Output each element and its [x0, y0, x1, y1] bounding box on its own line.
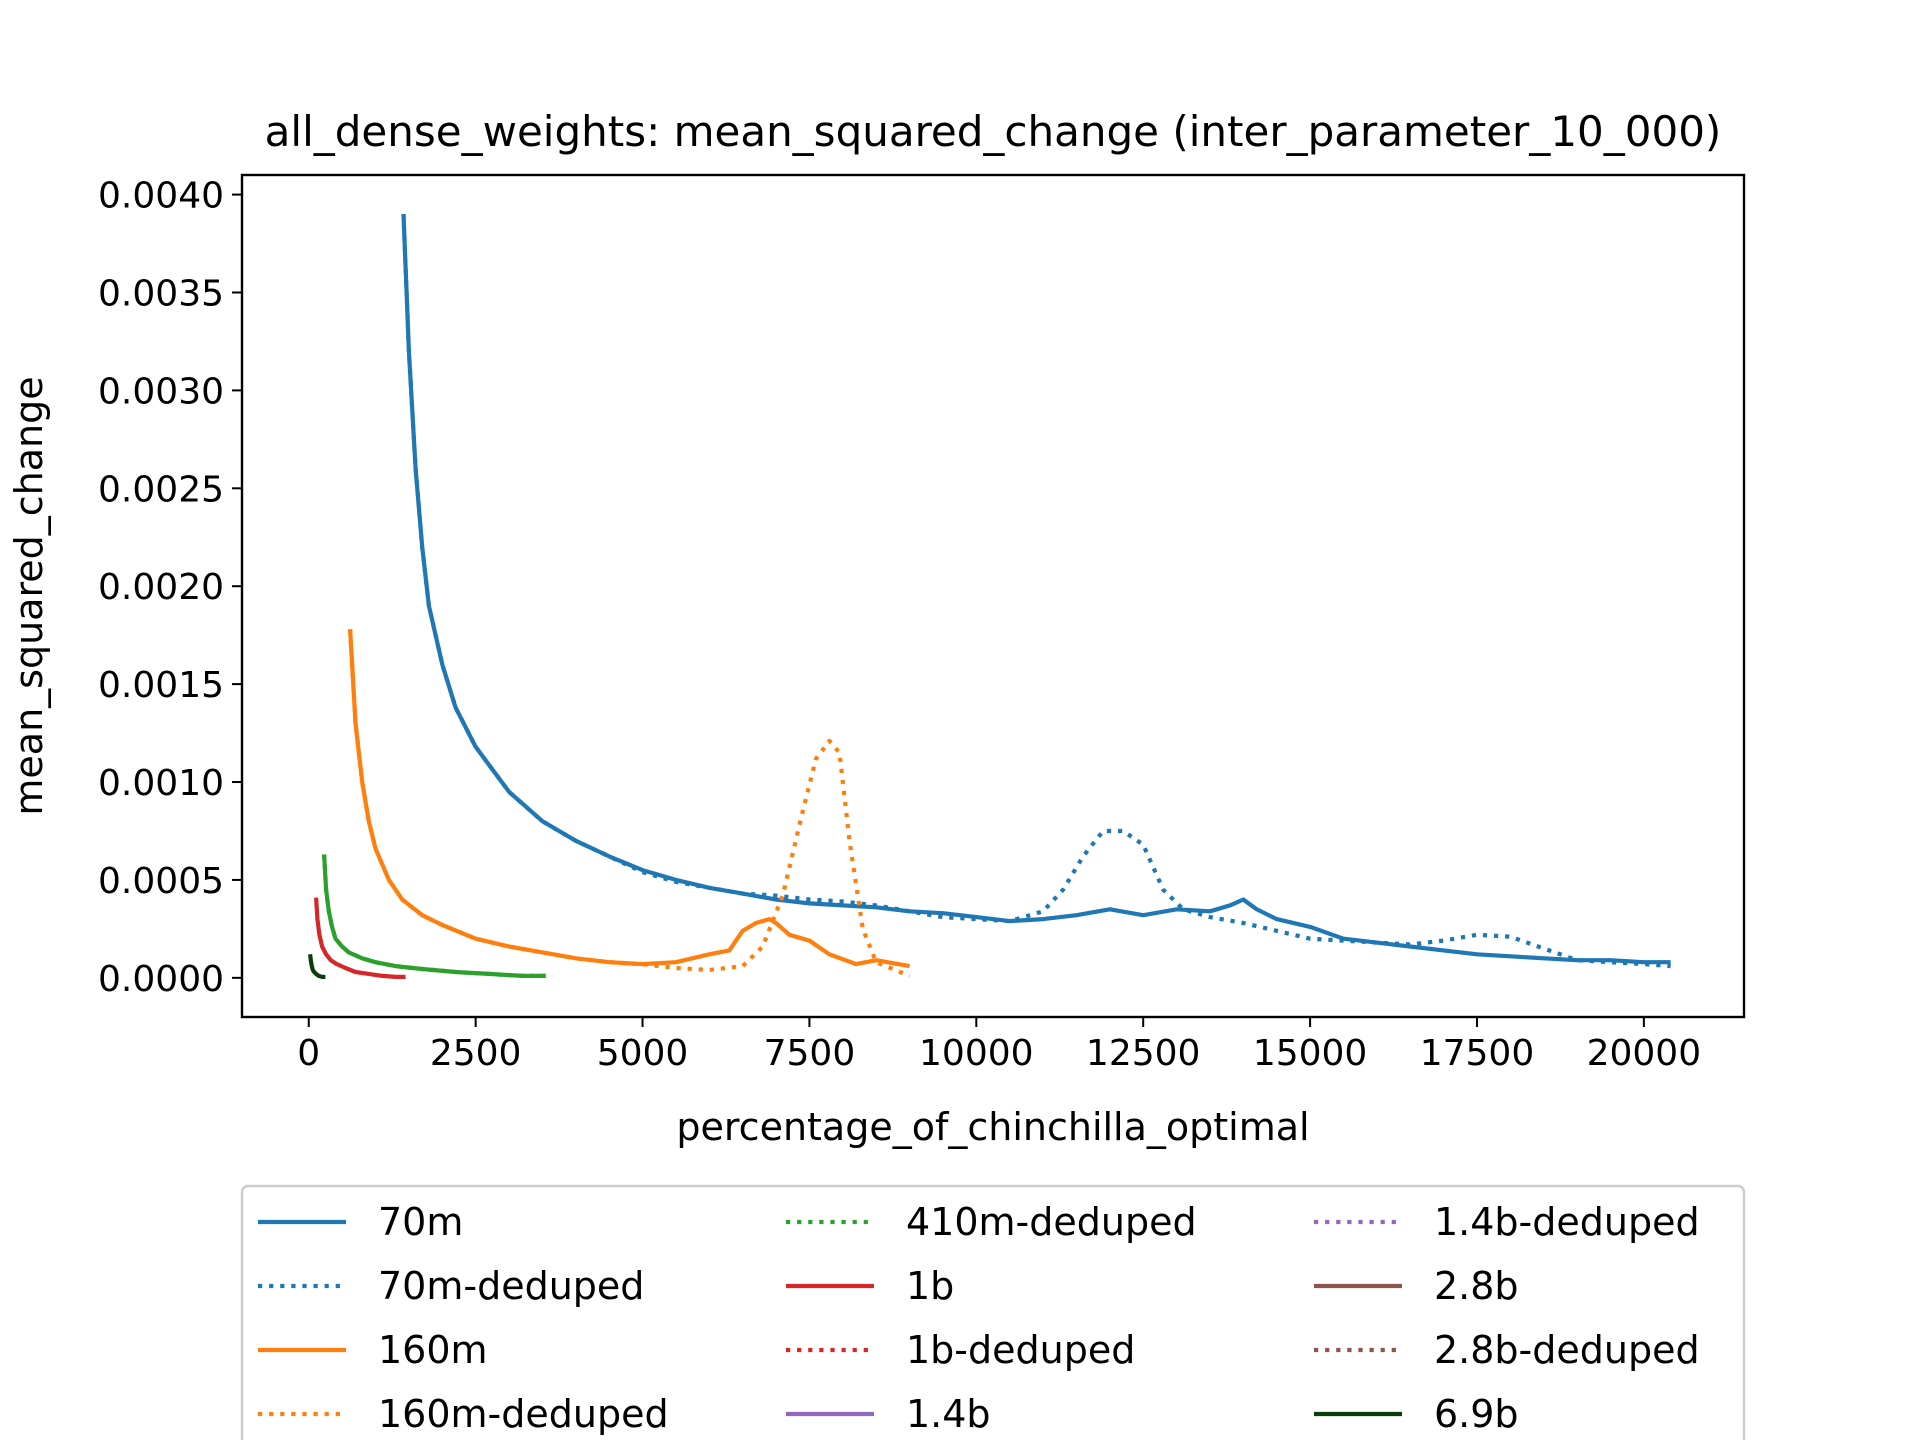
legend-item: 1b [786, 1264, 954, 1308]
legend-label: 70m-deduped [378, 1264, 644, 1308]
legend-item: 2.8b-deduped [1314, 1328, 1700, 1372]
plot-frame [240, 173, 1746, 1019]
series-line-160m-deduped [348, 629, 911, 978]
y-axis-label: mean_squared_change [7, 376, 51, 815]
legend-label: 1.4b [906, 1392, 991, 1436]
legend-label: 160m-deduped [378, 1392, 669, 1436]
x-axis-label: percentage_of_chinchilla_optimal [676, 1105, 1309, 1149]
legend-label: 410m-deduped [906, 1200, 1197, 1244]
y-tick-label: 0.0025 [98, 469, 224, 510]
legend-item: 70m-deduped [258, 1264, 644, 1308]
legend-box [240, 1184, 1746, 1440]
series-line-70m-deduped [401, 214, 1671, 969]
legend-item: 1.4b [786, 1392, 991, 1436]
legend-label: 1.4b-deduped [1434, 1200, 1700, 1244]
y-tick-label: 0.0005 [98, 861, 224, 902]
legend-label: 2.8b [1434, 1264, 1519, 1308]
x-tick-label: 7500 [764, 1033, 856, 1074]
legend: 70m 70m-deduped 160m 160m-deduped 410m-dedup… [240, 1184, 1746, 1440]
x-tick-label: 12500 [1086, 1033, 1201, 1074]
x-axis: 0 2500 5000 7500 10000 12500 15000 17500 20000 [297, 1017, 1701, 1074]
y-tick-label: 0.0020 [98, 567, 224, 608]
legend-label: 70m [378, 1200, 463, 1244]
legend-label: 1b [906, 1264, 954, 1308]
legend-item: 70m [258, 1200, 463, 1244]
x-tick-label: 15000 [1253, 1033, 1368, 1074]
x-tick-label: 17500 [1420, 1033, 1535, 1074]
y-axis: 0.0000 0.0005 0.0010 0.0015 0.0020 0.0025 0.00… [98, 176, 242, 1000]
y-tick-label: 0.0035 [98, 273, 224, 314]
series-layer [308, 214, 1671, 980]
y-tick-label: 0.0015 [98, 665, 224, 706]
legend-item: 160m-deduped [258, 1392, 669, 1436]
y-tick-label: 0.0040 [98, 176, 224, 217]
legend-item: 6.9b [1314, 1392, 1519, 1436]
series-line-410m [322, 854, 546, 979]
series-line-160m [348, 629, 910, 969]
y-tick-label: 0.0030 [98, 371, 224, 412]
legend-item: 1.4b-deduped [1314, 1200, 1700, 1244]
y-tick-label: 0.0000 [98, 959, 224, 1000]
x-tick-label: 2500 [430, 1033, 522, 1074]
x-tick-label: 10000 [919, 1033, 1034, 1074]
chart-title: all_dense_weights: mean_squared_change (… [265, 107, 1722, 156]
x-tick-label: 20000 [1587, 1033, 1702, 1074]
y-tick-label: 0.0010 [98, 763, 224, 804]
legend-item: 160m [258, 1328, 488, 1372]
series-line-6-9b [308, 954, 326, 980]
x-tick-label: 0 [297, 1033, 320, 1074]
legend-label: 1b-deduped [906, 1328, 1135, 1372]
legend-label: 2.8b-deduped [1434, 1328, 1700, 1372]
legend-label: 6.9b [1434, 1392, 1519, 1436]
legend-item: 2.8b [1314, 1264, 1519, 1308]
legend-item: 410m-deduped [786, 1200, 1197, 1244]
legend-item: 1b-deduped [786, 1328, 1135, 1372]
legend-label: 160m [378, 1328, 488, 1372]
series-line-1b [314, 897, 406, 980]
x-tick-label: 5000 [597, 1033, 689, 1074]
